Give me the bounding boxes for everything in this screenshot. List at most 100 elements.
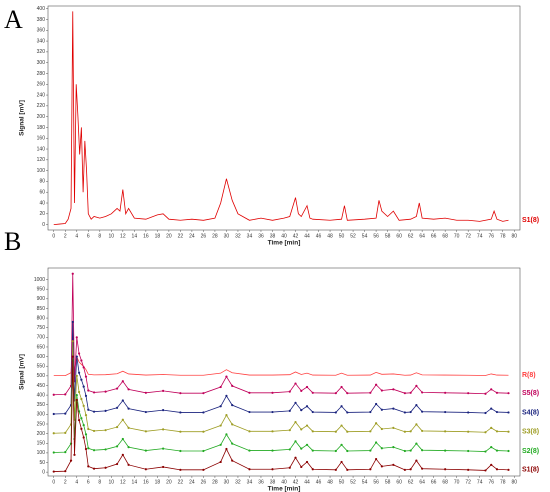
- y-tick-label: 260: [37, 82, 46, 88]
- x-tick-label: 40: [281, 233, 287, 239]
- x-tick-label: 34: [247, 233, 253, 239]
- x-tick-label: 52: [350, 233, 356, 239]
- series-marker: [52, 412, 55, 416]
- y-tick-label: 200: [37, 114, 46, 120]
- series-marker: [248, 468, 251, 471]
- series-marker: [104, 429, 107, 432]
- x-tick-label: 64: [419, 479, 425, 485]
- series-marker: [409, 391, 412, 394]
- series-marker: [403, 468, 406, 471]
- series-marker: [84, 394, 88, 397]
- series-marker: [374, 422, 378, 425]
- series-marker: [71, 320, 74, 324]
- y-tick-label: 1000: [34, 277, 45, 283]
- series-marker: [179, 430, 182, 433]
- x-tick-label: 70: [454, 479, 460, 485]
- y-tick-label: 300: [37, 60, 46, 66]
- x-tick-label: 44: [304, 233, 310, 239]
- series-marker: [467, 449, 470, 453]
- plot-frame: [47, 5, 521, 231]
- y-tick-label: 380: [37, 17, 46, 23]
- x-tick-label: 74: [477, 479, 483, 485]
- series-marker: [64, 412, 67, 415]
- series-marker: [374, 383, 378, 386]
- series-marker: [421, 449, 424, 452]
- series-marker: [369, 391, 372, 394]
- x-tick-label: 12: [120, 479, 126, 485]
- series-marker: [380, 427, 383, 431]
- series-marker: [300, 447, 303, 450]
- series-marker: [84, 433, 88, 436]
- x-tick-label: 28: [212, 479, 218, 485]
- series-marker: [305, 424, 309, 427]
- y-tick-label: 150: [37, 441, 46, 447]
- series-marker: [75, 336, 78, 339]
- series-marker: [92, 410, 96, 413]
- series-marker: [162, 465, 165, 469]
- series-marker: [219, 424, 222, 427]
- x-tick-label: 6: [87, 479, 90, 485]
- series-marker: [346, 430, 349, 433]
- series-marker: [87, 465, 90, 468]
- x-tick-label: 64: [419, 233, 425, 239]
- series-marker: [484, 392, 487, 395]
- y-tick-label: 800: [37, 315, 46, 321]
- series-marker: [392, 463, 395, 466]
- y-tick-label: 500: [37, 373, 46, 379]
- series-marker: [127, 446, 130, 449]
- x-tick-label: 8: [98, 479, 101, 485]
- series-marker: [69, 459, 73, 462]
- series-marker: [340, 424, 343, 427]
- series-marker: [409, 449, 412, 452]
- x-tick-label: 48: [327, 479, 333, 485]
- series-marker: [334, 411, 337, 414]
- y-tick-label: 50: [39, 460, 45, 466]
- series-marker: [403, 392, 406, 395]
- series-marker: [144, 410, 147, 414]
- series-marker: [64, 431, 67, 434]
- x-tick-label: 56: [373, 479, 379, 485]
- y-tick-label: 450: [37, 383, 46, 389]
- series-marker: [271, 468, 274, 471]
- series-marker: [392, 426, 395, 429]
- series-marker: [490, 388, 493, 391]
- series-marker: [294, 401, 297, 404]
- series-marker: [300, 428, 303, 431]
- series-marker: [179, 392, 182, 395]
- series-marker: [115, 425, 119, 429]
- x-tick-label: 58: [385, 233, 391, 239]
- series-marker: [231, 404, 234, 407]
- y-tick-label: 850: [37, 306, 46, 312]
- x-tick-label: 36: [258, 479, 264, 485]
- x-tick-label: 40: [281, 479, 287, 485]
- series-marker: [225, 414, 228, 417]
- series-marker: [231, 459, 234, 462]
- series-marker: [346, 411, 349, 414]
- series-marker: [202, 468, 205, 471]
- legend-label: S4(8): [522, 409, 539, 416]
- series-marker: [444, 430, 447, 433]
- series-marker: [380, 447, 383, 450]
- x-tick-label: 48: [327, 233, 333, 239]
- series-marker: [87, 427, 90, 431]
- y-tick-label: 700: [37, 335, 46, 341]
- series-marker: [219, 385, 222, 389]
- series-marker: [507, 449, 510, 453]
- series-marker: [92, 449, 96, 452]
- series-marker: [87, 389, 90, 392]
- series-marker: [403, 411, 406, 414]
- series-marker: [495, 449, 499, 452]
- legend-label: S1(8): [522, 467, 539, 474]
- series-marker: [392, 388, 395, 391]
- series-marker: [92, 467, 96, 470]
- series-marker: [219, 405, 222, 408]
- x-tick-label: 76: [488, 233, 494, 239]
- series-marker: [346, 449, 349, 453]
- x-tick-label: 24: [189, 233, 195, 239]
- series-marker: [82, 404, 85, 407]
- series-marker: [334, 392, 337, 395]
- series-marker: [225, 447, 228, 451]
- series-marker: [64, 451, 67, 454]
- x-tick-label: 16: [143, 479, 149, 485]
- series-marker: [392, 407, 395, 410]
